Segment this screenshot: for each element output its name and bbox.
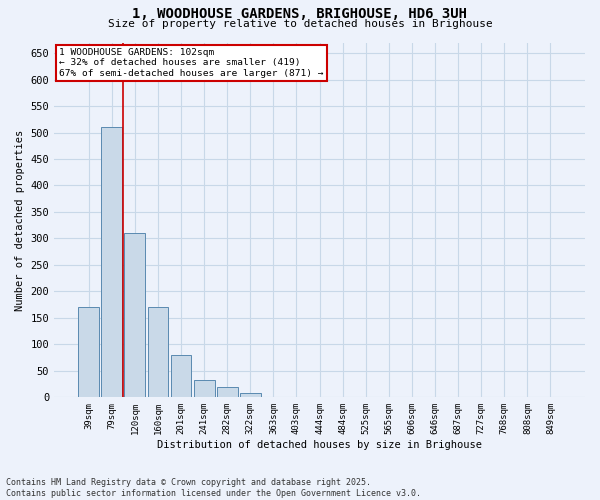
Bar [101,127,122,398]
Y-axis label: Number of detached properties: Number of detached properties [15,130,25,310]
Text: Size of property relative to detached houses in Brighouse: Size of property relative to detached ho… [107,19,493,29]
Bar [217,386,238,398]
Bar [240,393,261,398]
Bar [194,380,215,398]
Text: Contains HM Land Registry data © Crown copyright and database right 2025.
Contai: Contains HM Land Registry data © Crown c… [6,478,421,498]
Text: 1 WOODHOUSE GARDENS: 102sqm
← 32% of detached houses are smaller (419)
67% of se: 1 WOODHOUSE GARDENS: 102sqm ← 32% of det… [59,48,324,78]
Bar [170,355,191,398]
Bar [148,308,169,398]
Bar [124,233,145,398]
Bar [78,308,99,398]
Text: 1, WOODHOUSE GARDENS, BRIGHOUSE, HD6 3UH: 1, WOODHOUSE GARDENS, BRIGHOUSE, HD6 3UH [133,8,467,22]
X-axis label: Distribution of detached houses by size in Brighouse: Distribution of detached houses by size … [157,440,482,450]
